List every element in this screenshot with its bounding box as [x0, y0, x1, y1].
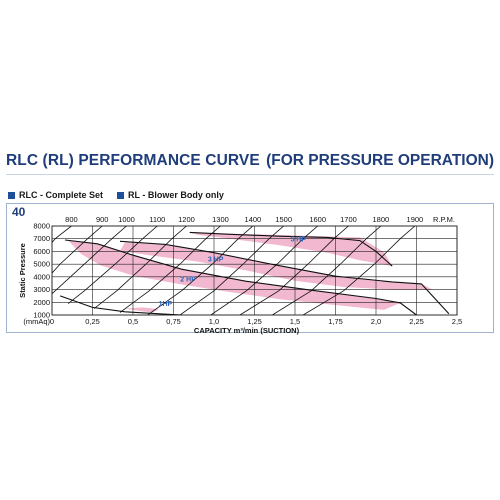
x-tick-label: 1,75	[328, 317, 343, 326]
rpm-label: 1600	[309, 215, 326, 224]
rpm-label: 1100	[149, 215, 165, 224]
hp-label: 1HP	[159, 301, 173, 308]
rpm-label: 1000	[118, 215, 135, 224]
rpm-line	[272, 226, 382, 315]
rpm-label: 1900	[407, 215, 424, 224]
legend-item-complete-set: RLC - Complete Set	[8, 190, 103, 200]
square-bullet-icon	[117, 191, 125, 199]
rpm-line	[302, 226, 416, 315]
y-unit-label: (mmAq)	[23, 317, 50, 326]
legend-label: RL - Blower Body only	[128, 190, 224, 200]
chart-frame	[6, 203, 494, 333]
x-axis-title: CAPACITY m³/min (SUCTION)	[194, 326, 300, 335]
x-tick-label: 0	[50, 317, 54, 326]
model-number: 40	[12, 205, 26, 219]
hp-boundaries	[59, 231, 450, 315]
rpm-line	[239, 226, 349, 315]
hp-boundary-line	[59, 295, 182, 315]
x-tick-label: 2,0	[371, 317, 381, 326]
hp-boundary-line	[64, 239, 417, 315]
rpm-line	[52, 226, 72, 244]
y-tick-label: 1000	[33, 311, 50, 320]
x-tick-label: 1,0	[209, 317, 219, 326]
rpm-line	[52, 226, 127, 295]
y-tick-label: 4000	[33, 272, 50, 281]
y-tick-label: 3000	[33, 285, 50, 294]
hp-band	[68, 240, 401, 310]
rpm-label: 1300	[212, 215, 229, 224]
rpm-label: 1200	[178, 215, 195, 224]
chart-labels: 0 0,25 0,5 0,75 1,0 1,25 1,5 1,75 2,0 2,25 2,5 1000…	[18, 215, 462, 335]
grid	[51, 225, 458, 316]
square-bullet-icon	[8, 191, 15, 199]
y-tick-label: 7000	[33, 234, 50, 243]
hp-band	[124, 307, 159, 313]
hp-bands	[68, 232, 433, 313]
rpm-line	[210, 226, 318, 315]
legend: RLC - Complete Set RL - Blower Body only	[8, 190, 224, 200]
hp-label: 5 HP	[290, 236, 306, 243]
rpm-line	[67, 226, 158, 304]
hp-band	[189, 232, 393, 267]
y-axis-title: Static Pressure	[18, 243, 27, 298]
rpm-lines	[52, 226, 416, 315]
y-tick-label: 6000	[33, 247, 50, 256]
rpm-line	[52, 226, 103, 274]
y-tick-label: 2000	[33, 298, 50, 307]
hp-label: 2 HP	[180, 276, 196, 283]
hp-boundary-line	[189, 231, 393, 267]
x-tick-label: 2,25	[409, 317, 424, 326]
rpm-label: 1400	[245, 215, 262, 224]
x-tick-label: 2,5	[452, 317, 462, 326]
rpm-unit-label: R.P.M.	[433, 215, 455, 224]
x-tick-label: 1,25	[247, 317, 262, 326]
legend-item-blower-body: RL - Blower Body only	[117, 190, 224, 200]
rpm-label: 900	[96, 215, 109, 224]
x-tick-label: 0,25	[85, 317, 100, 326]
hp-label: 3 HP	[208, 257, 224, 264]
rpm-label: 1800	[373, 215, 390, 224]
hp-band	[120, 242, 433, 290]
rpm-line	[179, 226, 284, 315]
legend-label: RLC - Complete Set	[19, 190, 104, 200]
rpm-label: 1500	[275, 215, 292, 224]
x-tick-label: 0,5	[128, 317, 138, 326]
chart-title: RLC (RL) PERFORMANCE CURVE	[6, 152, 260, 169]
y-tick-label: 8000	[33, 222, 50, 231]
chart-subtitle: (FOR PRESSURE OPERATION)	[266, 152, 494, 169]
x-tick-label: 0,75	[166, 317, 181, 326]
hp-boundary-line	[119, 240, 450, 315]
rpm-label: 1700	[340, 215, 357, 224]
chart-header: RLC (RL) PERFORMANCE CURVE (FOR PRESSURE…	[6, 150, 494, 175]
plot-area-border	[51, 225, 458, 316]
x-tick-label: 1,5	[290, 317, 300, 326]
rpm-line	[93, 226, 187, 309]
rpm-label: 800	[65, 215, 78, 224]
rpm-line	[119, 226, 221, 313]
y-tick-label: 5000	[33, 260, 50, 269]
